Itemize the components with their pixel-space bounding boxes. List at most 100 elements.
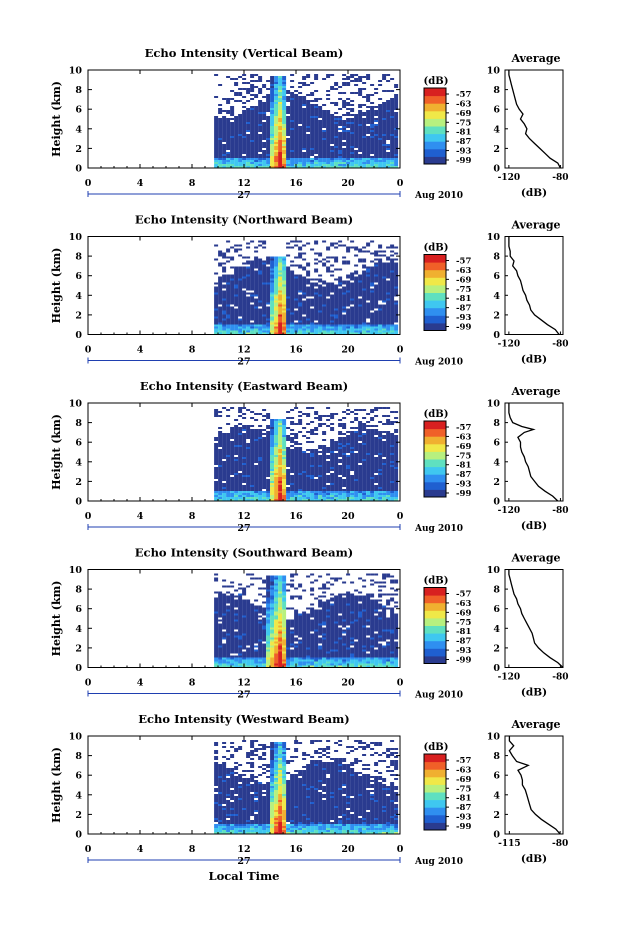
heatmap-cell — [370, 160, 374, 162]
heatmap-cell — [394, 287, 398, 289]
heatmap-cell — [370, 439, 374, 441]
heatmap-cell — [254, 128, 258, 130]
heatmap-cell — [362, 82, 366, 84]
heatmap-cell — [350, 439, 354, 441]
heatmap-cell — [302, 259, 306, 261]
heatmap-cell — [306, 321, 310, 323]
heatmap-cell — [354, 122, 358, 124]
heatmap-cell — [342, 283, 346, 285]
heatmap-cell — [342, 299, 346, 301]
heatmap-cell — [290, 275, 294, 277]
heatmap-cell — [242, 271, 246, 273]
heatmap-cell — [258, 100, 262, 102]
heatmap-cell — [254, 247, 258, 249]
heatmap-cell — [230, 473, 234, 475]
heatmap-cell — [270, 487, 274, 489]
heatmap-cell — [282, 277, 286, 279]
heatmap-cell — [366, 275, 370, 277]
heatmap-cell — [218, 331, 222, 333]
heatmap-cell — [374, 469, 378, 471]
heatmap-cell — [330, 86, 334, 88]
heatmap-cell — [226, 311, 230, 313]
heatmap-cell — [358, 473, 362, 475]
heatmap-cell — [322, 313, 326, 315]
heatmap-cell — [338, 158, 342, 160]
heatmap-cell — [258, 245, 262, 247]
heatmap-cell — [358, 409, 362, 411]
heatmap-cell — [370, 94, 374, 96]
heatmap-cell — [230, 317, 234, 319]
heatmap-cell — [382, 487, 386, 489]
colorbar-segment — [424, 285, 446, 293]
heatmap-cell — [302, 327, 306, 329]
heatmap-cell — [234, 445, 238, 447]
heatmap-cell — [390, 287, 394, 289]
heatmap-cell — [342, 120, 346, 122]
heatmap-cell — [258, 134, 262, 136]
heatmap-cell — [250, 156, 254, 158]
heatmap-cell — [342, 132, 346, 134]
heatmap-cell — [342, 84, 346, 86]
heatmap-cell — [282, 162, 286, 164]
heatmap-cell — [266, 120, 270, 122]
heatmap-cell — [326, 451, 330, 453]
y-tick-label: 2 — [75, 144, 82, 155]
heatmap-cell — [346, 491, 350, 493]
heatmap-cell — [362, 283, 366, 285]
heatmap-cell — [258, 78, 262, 80]
heatmap-cell — [286, 329, 290, 331]
heatmap-cell — [286, 148, 290, 150]
heatmap-cell — [238, 255, 242, 257]
heatmap-cell — [266, 317, 270, 319]
heatmap-cell — [374, 441, 378, 443]
colorbar-unit: (dB) — [424, 243, 449, 254]
heatmap-cell — [338, 281, 342, 283]
heatmap-cell — [306, 291, 310, 293]
heatmap-cell — [314, 90, 318, 92]
heatmap-cell — [286, 411, 290, 413]
heatmap-cell — [330, 132, 334, 134]
heatmap-cell — [218, 120, 222, 122]
heatmap-cell — [386, 317, 390, 319]
heatmap-cell — [250, 319, 254, 321]
heatmap-cell — [334, 257, 338, 259]
heatmap-cell — [242, 140, 246, 142]
heatmap-cell — [310, 477, 314, 479]
heatmap-cell — [346, 329, 350, 331]
heatmap-cell — [390, 136, 394, 138]
heatmap-cell — [358, 287, 362, 289]
heatmap-cell — [358, 122, 362, 124]
heatmap-cell — [302, 451, 306, 453]
heatmap-cell — [350, 313, 354, 315]
heatmap-cell — [250, 299, 254, 301]
heatmap-cell — [342, 293, 346, 295]
heatmap-cell — [234, 311, 238, 313]
heatmap-cell — [218, 437, 222, 439]
heatmap-cell — [250, 144, 254, 146]
heatmap-cell — [226, 281, 230, 283]
heatmap-cell — [282, 160, 286, 162]
heatmap-cell — [362, 457, 366, 459]
heatmap-cell — [282, 429, 286, 431]
heatmap-cell — [266, 327, 270, 329]
heatmap-cell — [290, 469, 294, 471]
heatmap-cell — [290, 122, 294, 124]
heatmap-cell — [358, 261, 362, 263]
heatmap-cell — [390, 104, 394, 106]
y-tick-label: 4 — [75, 291, 82, 302]
heatmap-cell — [222, 447, 226, 449]
heatmap-cell — [330, 439, 334, 441]
heatmap-cell — [294, 110, 298, 112]
heatmap-cell — [366, 443, 370, 445]
heatmap-cell — [274, 273, 278, 275]
heatmap-cell — [386, 120, 390, 122]
heatmap-cell — [282, 94, 286, 96]
heatmap-cell — [238, 329, 242, 331]
heatmap-cell — [262, 471, 266, 473]
heatmap-cell — [286, 293, 290, 295]
heatmap-cell — [218, 329, 222, 331]
heatmap-cell — [386, 287, 390, 289]
y-tick-label: 0 — [75, 330, 82, 341]
heatmap-cell — [282, 96, 286, 98]
heatmap-cell — [294, 299, 298, 301]
